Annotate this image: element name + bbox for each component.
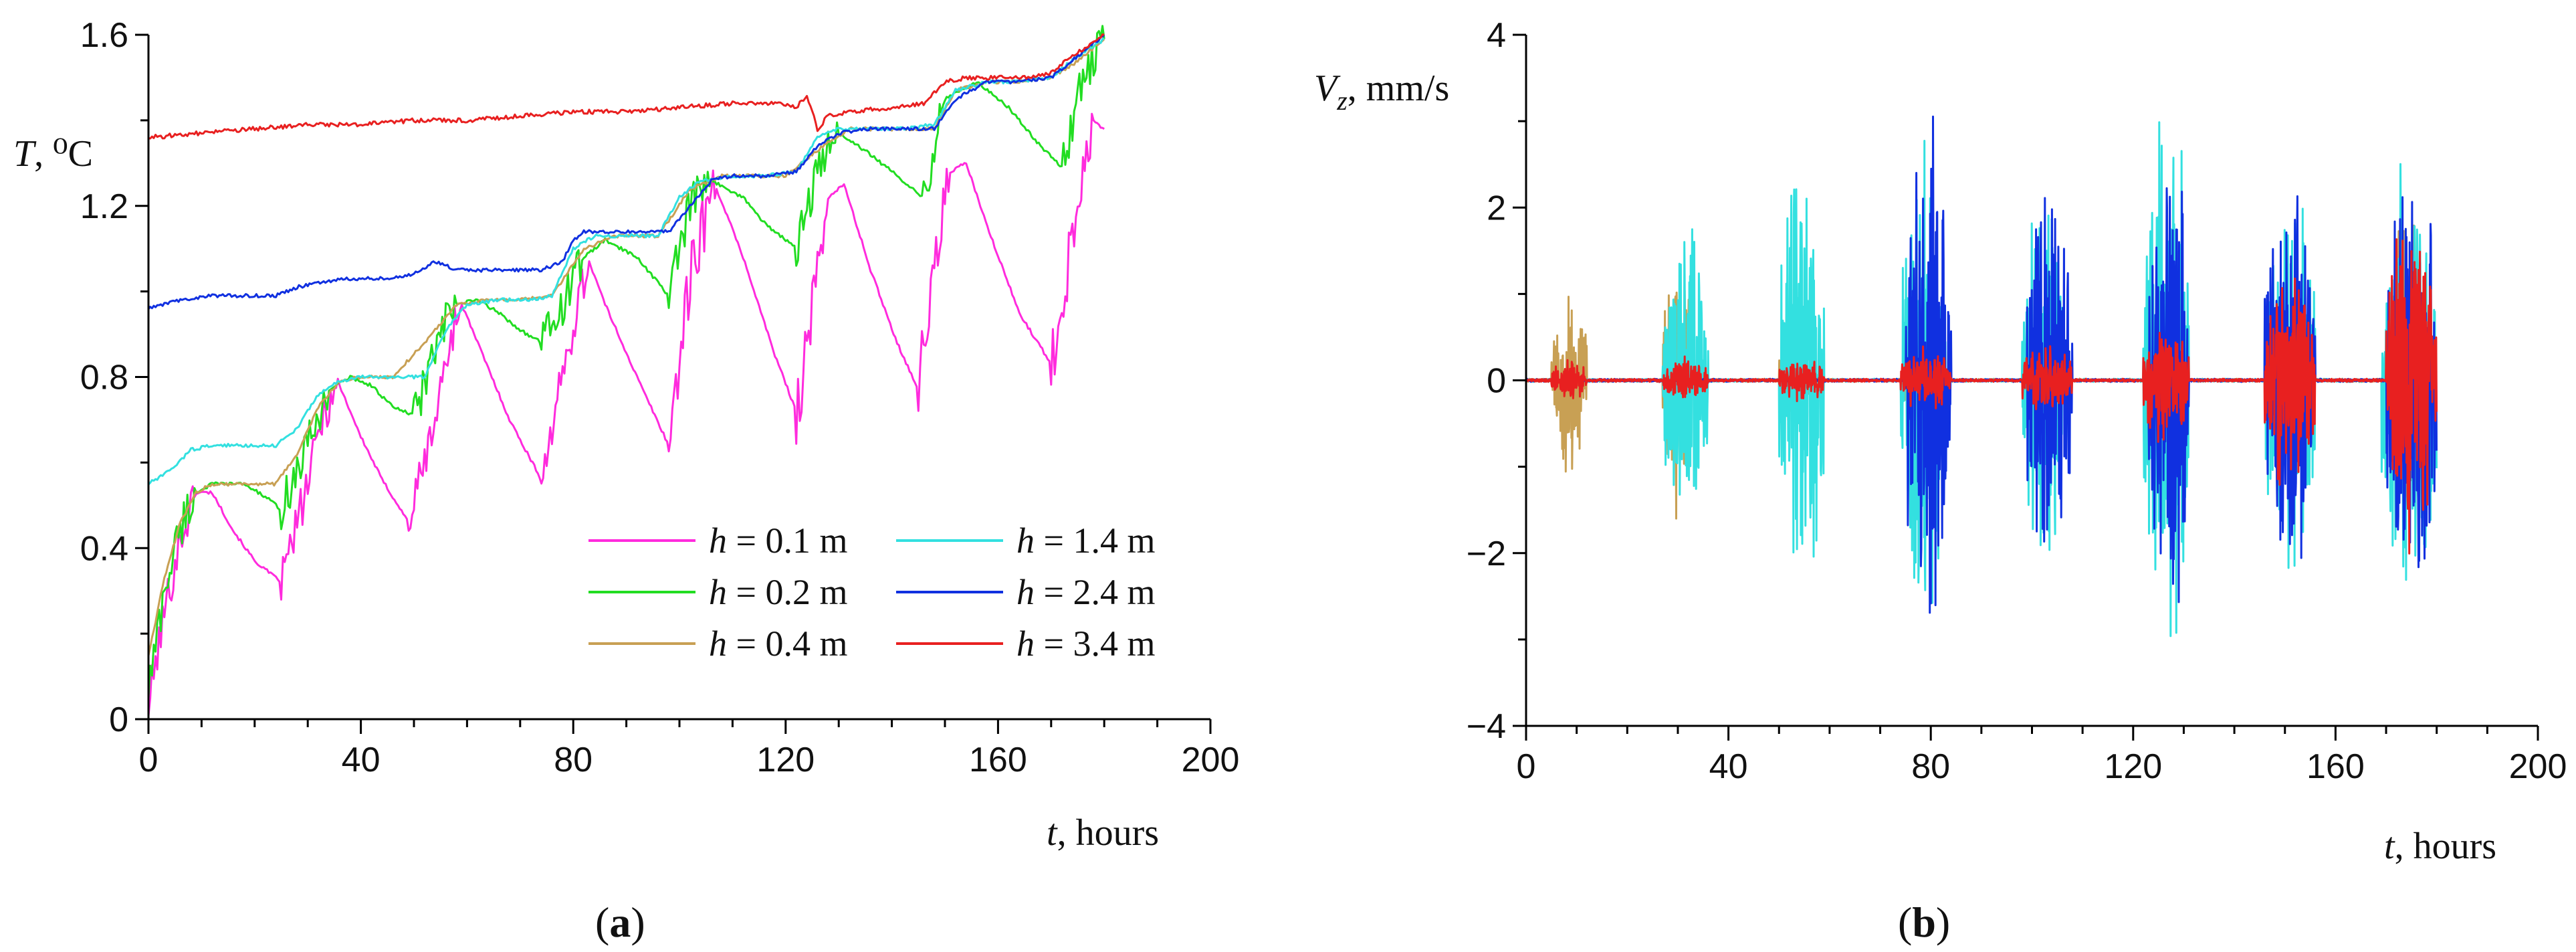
a-x-axis-label: t, hours <box>1047 812 1159 854</box>
a-legend-value: = 0.4 m <box>727 624 847 664</box>
a-legend-label: h = 2.4 m <box>1016 572 1155 612</box>
a-y-tick-label: 0 <box>109 700 128 739</box>
a-legend-value: = 2.4 m <box>1035 572 1155 612</box>
b-series-group <box>1525 115 2438 638</box>
a-legend-var: h <box>1016 572 1035 612</box>
a-series-line-h-0-2-m <box>147 25 1105 698</box>
a-legend-var: h <box>709 572 727 612</box>
a-series-line-h-1-4-m <box>147 37 1105 486</box>
a-legend-var: h <box>709 520 727 561</box>
a-series-line-h-0-4-m <box>147 38 1105 656</box>
a-series-line-h-3-4-m <box>148 33 1105 140</box>
a-series-line-h-2-4-m <box>147 33 1105 310</box>
a-ticks: 0 40 80 120 160 200 0 0.4 0.8 1.2 1.6 <box>80 16 1240 779</box>
b-x-tick-label: 40 <box>1709 747 1748 786</box>
a-x-tick-label: 200 <box>1182 741 1240 779</box>
b-y-axis-unit: , mm/s <box>1348 68 1449 109</box>
a-panel-label: (a) <box>595 898 645 946</box>
a-series-line-h-0-1-m <box>147 112 1105 717</box>
b-x-tick-label: 200 <box>2509 747 2567 786</box>
b-panel-letter: b <box>1912 898 1936 946</box>
b-y-axis-label: Vz, mm/s <box>1314 68 1449 116</box>
a-y-axis-unit: , ⁰C <box>34 133 93 175</box>
b-y-tick-label: 0 <box>1487 362 1506 401</box>
a-y-axis-var: T <box>13 133 37 175</box>
a-y-tick-label: 0.4 <box>80 529 128 568</box>
b-x-axis-var: t <box>2384 826 2395 867</box>
b-ticks: 0 40 80 120 160 200 −4 −2 0 2 4 <box>1467 16 2567 786</box>
a-x-tick-label: 40 <box>342 741 381 779</box>
b-x-tick-label: 120 <box>2104 747 2162 786</box>
b-panel-label: (b) <box>1898 898 1950 946</box>
a-x-tick-label: 160 <box>969 741 1027 779</box>
b-y-axis-sub: z <box>1336 86 1348 116</box>
a-y-axis-label: T, ⁰C <box>13 133 93 175</box>
b-y-tick-label: 4 <box>1487 16 1506 55</box>
a-series-group <box>147 25 1105 717</box>
b-x-axis-unit: , hours <box>2395 826 2496 867</box>
a-x-tick-label: 80 <box>554 741 593 779</box>
a-y-tick-label: 1.6 <box>80 16 128 55</box>
a-x-axis-var: t <box>1047 812 1058 854</box>
a-legend-value: = 3.4 m <box>1035 624 1155 664</box>
a-legend-var: h <box>1016 624 1035 664</box>
a-legend-label: h = 0.4 m <box>709 624 847 664</box>
b-x-tick-label: 160 <box>2306 747 2365 786</box>
b-y-tick-label: 2 <box>1487 189 1506 227</box>
a-x-axis-unit: , hours <box>1057 812 1159 854</box>
a-x-tick-label: 0 <box>139 741 158 779</box>
b-y-tick-label: −4 <box>1467 707 1506 746</box>
a-legend-value: = 0.2 m <box>727 572 847 612</box>
a-panel-letter: a <box>609 898 631 946</box>
a-legend-var: h <box>1016 520 1035 561</box>
b-series-line-h-3-4-m <box>1525 238 2438 555</box>
a-y-tick-label: 1.2 <box>80 187 128 226</box>
a-y-tick-label: 0.8 <box>80 359 128 397</box>
a-legend-var: h <box>709 624 727 664</box>
b-x-axis-label: t, hours <box>2384 826 2496 867</box>
a-x-tick-label: 120 <box>756 741 815 779</box>
b-y-tick-label: −2 <box>1467 535 1506 573</box>
a-legend-label: h = 0.2 m <box>709 572 847 612</box>
a-legend-label: h = 1.4 m <box>1016 520 1155 561</box>
b-x-tick-label: 80 <box>1911 747 1950 786</box>
a-legend-value: = 0.1 m <box>727 520 847 561</box>
panel-a-temperature-chart: 0 40 80 120 160 200 0 0.4 0.8 1.2 1.6 T, ⁰C t, hou… <box>13 16 1239 946</box>
b-y-axis-var: V <box>1314 68 1341 109</box>
a-legend-label: h = 0.1 m <box>709 520 847 561</box>
a-legend-label: h = 3.4 m <box>1016 624 1155 664</box>
a-legend-value: = 1.4 m <box>1035 520 1155 561</box>
b-x-tick-label: 0 <box>1517 747 1536 786</box>
